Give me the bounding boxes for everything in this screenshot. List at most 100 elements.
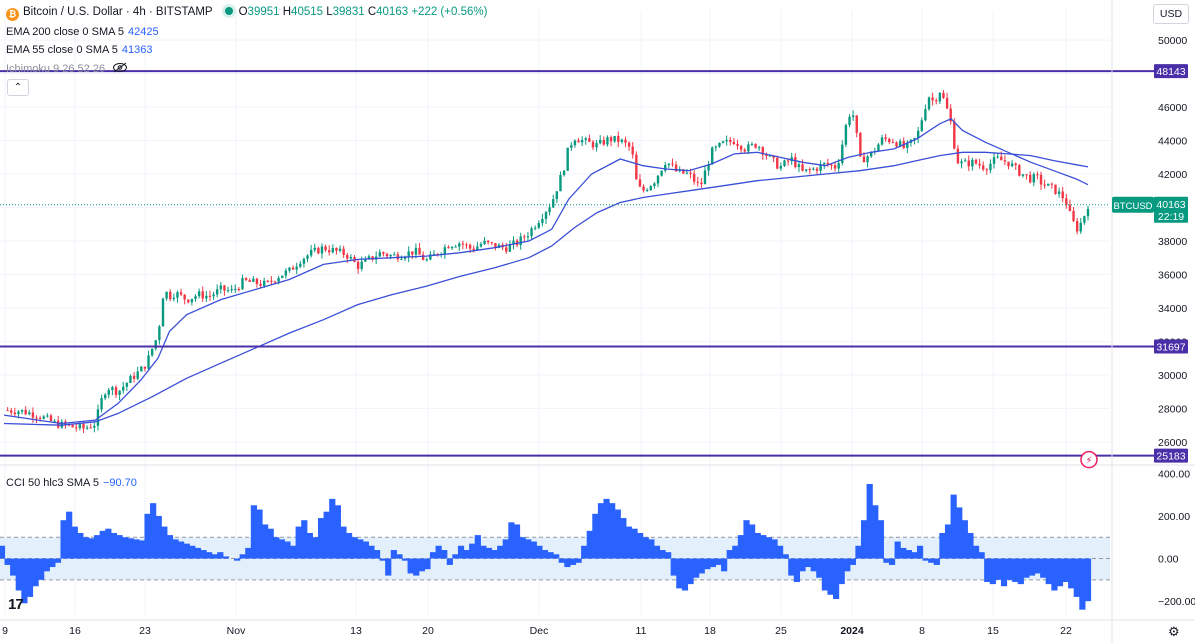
gear-icon[interactable]: ⚙ [1168,624,1180,639]
ema200-legend[interactable]: EMA 200 close 0 SMA 5 42425 [6,25,159,39]
cci-bar [301,520,308,559]
tradingview-logo[interactable]: 17 [8,596,24,613]
candle-body [700,182,703,185]
candle-body [552,199,555,208]
level-label: 48143 [1156,66,1185,78]
cci-bar [737,535,745,559]
candle-body [1032,174,1035,183]
candle-body [823,162,826,165]
candle-body [768,155,772,157]
candle-body [595,143,598,148]
candle-body [147,355,150,369]
cci-bar [413,558,420,576]
cci-bar [474,535,481,559]
candle-body [183,294,186,300]
time-tick-label: 15 [987,625,999,637]
candle-body [635,154,638,180]
candle-body [1003,160,1007,162]
candle-body [671,163,674,165]
candle-body [978,163,981,166]
collapse-legend-button[interactable]: ⌃ [7,79,29,96]
candle-body [884,137,887,139]
cci-bar [597,503,605,559]
cci-bar [15,558,22,591]
candle-body [205,295,208,299]
candle-body [215,289,219,295]
cci-bar [816,558,823,578]
cci-bar [368,545,375,559]
cci-bar [805,558,812,568]
ema55-line [3,118,1089,425]
cci-bar [441,550,448,559]
cci-bar [82,537,90,559]
candle-body [935,100,938,102]
ema55-label: EMA 55 close 0 SMA 5 [6,44,118,56]
cci-bar [222,556,230,559]
candle-body [920,120,923,131]
candle-body [93,425,96,428]
cci-bar [984,558,991,582]
cci-bar [88,538,95,559]
candle-body [443,247,447,254]
cci-bar [385,558,392,576]
symbol-price-tag [1112,196,1154,213]
candle-body [6,410,9,412]
candle-body [533,227,537,229]
cci-bar [687,558,694,585]
time-tick-label: 25 [775,625,787,637]
candle-body [573,140,577,146]
cci-bar [407,558,414,574]
cci-bar [250,505,258,559]
cci-bar [866,483,873,559]
cci-bar [105,528,112,559]
candle-body [309,250,313,256]
cci-bar [888,558,896,565]
candle-body [150,348,154,356]
candle-body [67,424,71,426]
candle-body [49,415,53,421]
candle-body [371,256,374,260]
candle-body [631,146,634,155]
cci-bar [189,545,196,559]
cci-bar [648,539,655,559]
ema55-legend[interactable]: EMA 55 close 0 SMA 5 41363 [6,43,152,57]
candle-body [1039,174,1043,185]
candle-body [194,296,197,299]
candle-body [107,389,110,395]
candle-body [692,173,696,182]
candle-body [385,253,389,257]
cci-bar [49,558,56,568]
candle-body [75,427,78,429]
ichimoku-legend[interactable]: Ichimoku 9 26 52 26 [6,62,128,76]
cci-bar [978,552,985,559]
candle-body [544,212,548,219]
candle-body [613,135,616,142]
cci-bar [1006,558,1013,580]
cci-bar [110,532,118,559]
cci-bar [1073,558,1080,597]
eye-hidden-icon[interactable] [112,62,128,73]
market-status-icon[interactable] [224,7,233,15]
cci-bar [122,537,129,559]
currency-button[interactable]: USD [1153,4,1189,24]
cci-bar [956,507,963,559]
cci-bar [631,528,638,559]
candle-body [714,146,718,148]
candle-body [46,415,49,417]
cci-bar [379,558,386,561]
candle-body [252,278,255,282]
candle-body [143,366,147,369]
cci-bar [469,543,476,559]
cci-bar [614,509,621,559]
candle-body [1057,191,1061,194]
cci-bar [749,524,756,559]
cci-legend[interactable]: CCI 50 hlc3 SMA 5 −90.70 [6,476,137,490]
cci-bar [166,535,174,559]
candle-body [53,420,56,422]
candle-body [591,141,595,148]
candle-body [562,170,566,176]
cci-bar [144,513,151,559]
cci-bar [721,558,728,572]
